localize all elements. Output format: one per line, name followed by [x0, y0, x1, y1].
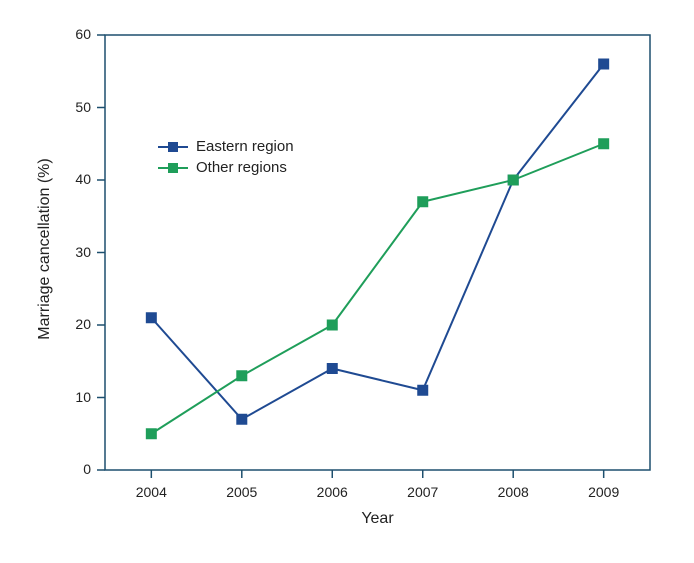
- x-tick-label: 2005: [217, 484, 267, 500]
- y-tick-label: 30: [51, 244, 91, 260]
- x-tick-label: 2007: [398, 484, 448, 500]
- y-tick-label: 60: [51, 26, 91, 42]
- y-tick-label: 0: [51, 461, 91, 477]
- x-tick-label: 2006: [307, 484, 357, 500]
- plot-svg: [0, 0, 694, 563]
- y-tick-label: 40: [51, 171, 91, 187]
- y-tick-label: 20: [51, 316, 91, 332]
- x-tick-label: 2008: [488, 484, 538, 500]
- legend-item: Other regions: [158, 157, 294, 178]
- legend: Eastern region Other regions: [150, 130, 302, 184]
- y-tick-label: 50: [51, 99, 91, 115]
- x-tick-label: 2009: [579, 484, 629, 500]
- legend-swatch: [158, 162, 188, 174]
- legend-item: Eastern region: [158, 136, 294, 157]
- chart-container: Marriage cancellation (%) Year 010203040…: [0, 0, 694, 563]
- legend-label: Other regions: [196, 159, 287, 176]
- x-tick-label: 2004: [126, 484, 176, 500]
- y-tick-label: 10: [51, 389, 91, 405]
- legend-label: Eastern region: [196, 138, 294, 155]
- legend-swatch: [158, 141, 188, 153]
